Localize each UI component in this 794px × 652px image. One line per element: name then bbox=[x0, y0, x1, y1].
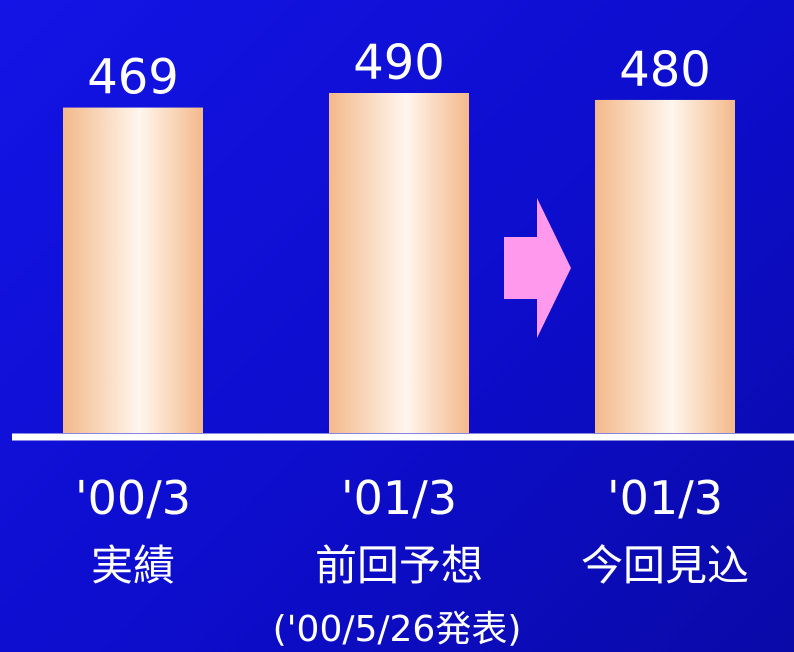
category-period-label-1: '01/3 bbox=[341, 471, 457, 525]
value-label-1: 490 bbox=[353, 35, 445, 91]
value-labels-group: 469 490 480 bbox=[87, 35, 711, 106]
announcement-note: ('00/5/26発表) bbox=[273, 609, 522, 650]
category-period-label-2: '01/3 bbox=[607, 471, 723, 525]
category-name-label-1: 前回予想 bbox=[315, 541, 483, 590]
bar-1 bbox=[329, 93, 469, 433]
category-labels-group: '00/3 実績 '01/3 前回予想 '01/3 今回見込 bbox=[75, 471, 749, 590]
category-period-label-0: '00/3 bbox=[75, 471, 191, 525]
bars-group bbox=[63, 93, 735, 434]
value-label-2: 480 bbox=[619, 42, 711, 98]
category-name-label-0: 実績 bbox=[91, 541, 175, 590]
category-name-label-2: 今回見込 bbox=[581, 541, 749, 590]
bar-0 bbox=[63, 107, 203, 434]
bar-2 bbox=[595, 99, 735, 433]
right-arrow-icon bbox=[504, 198, 571, 338]
value-label-0: 469 bbox=[87, 50, 179, 106]
